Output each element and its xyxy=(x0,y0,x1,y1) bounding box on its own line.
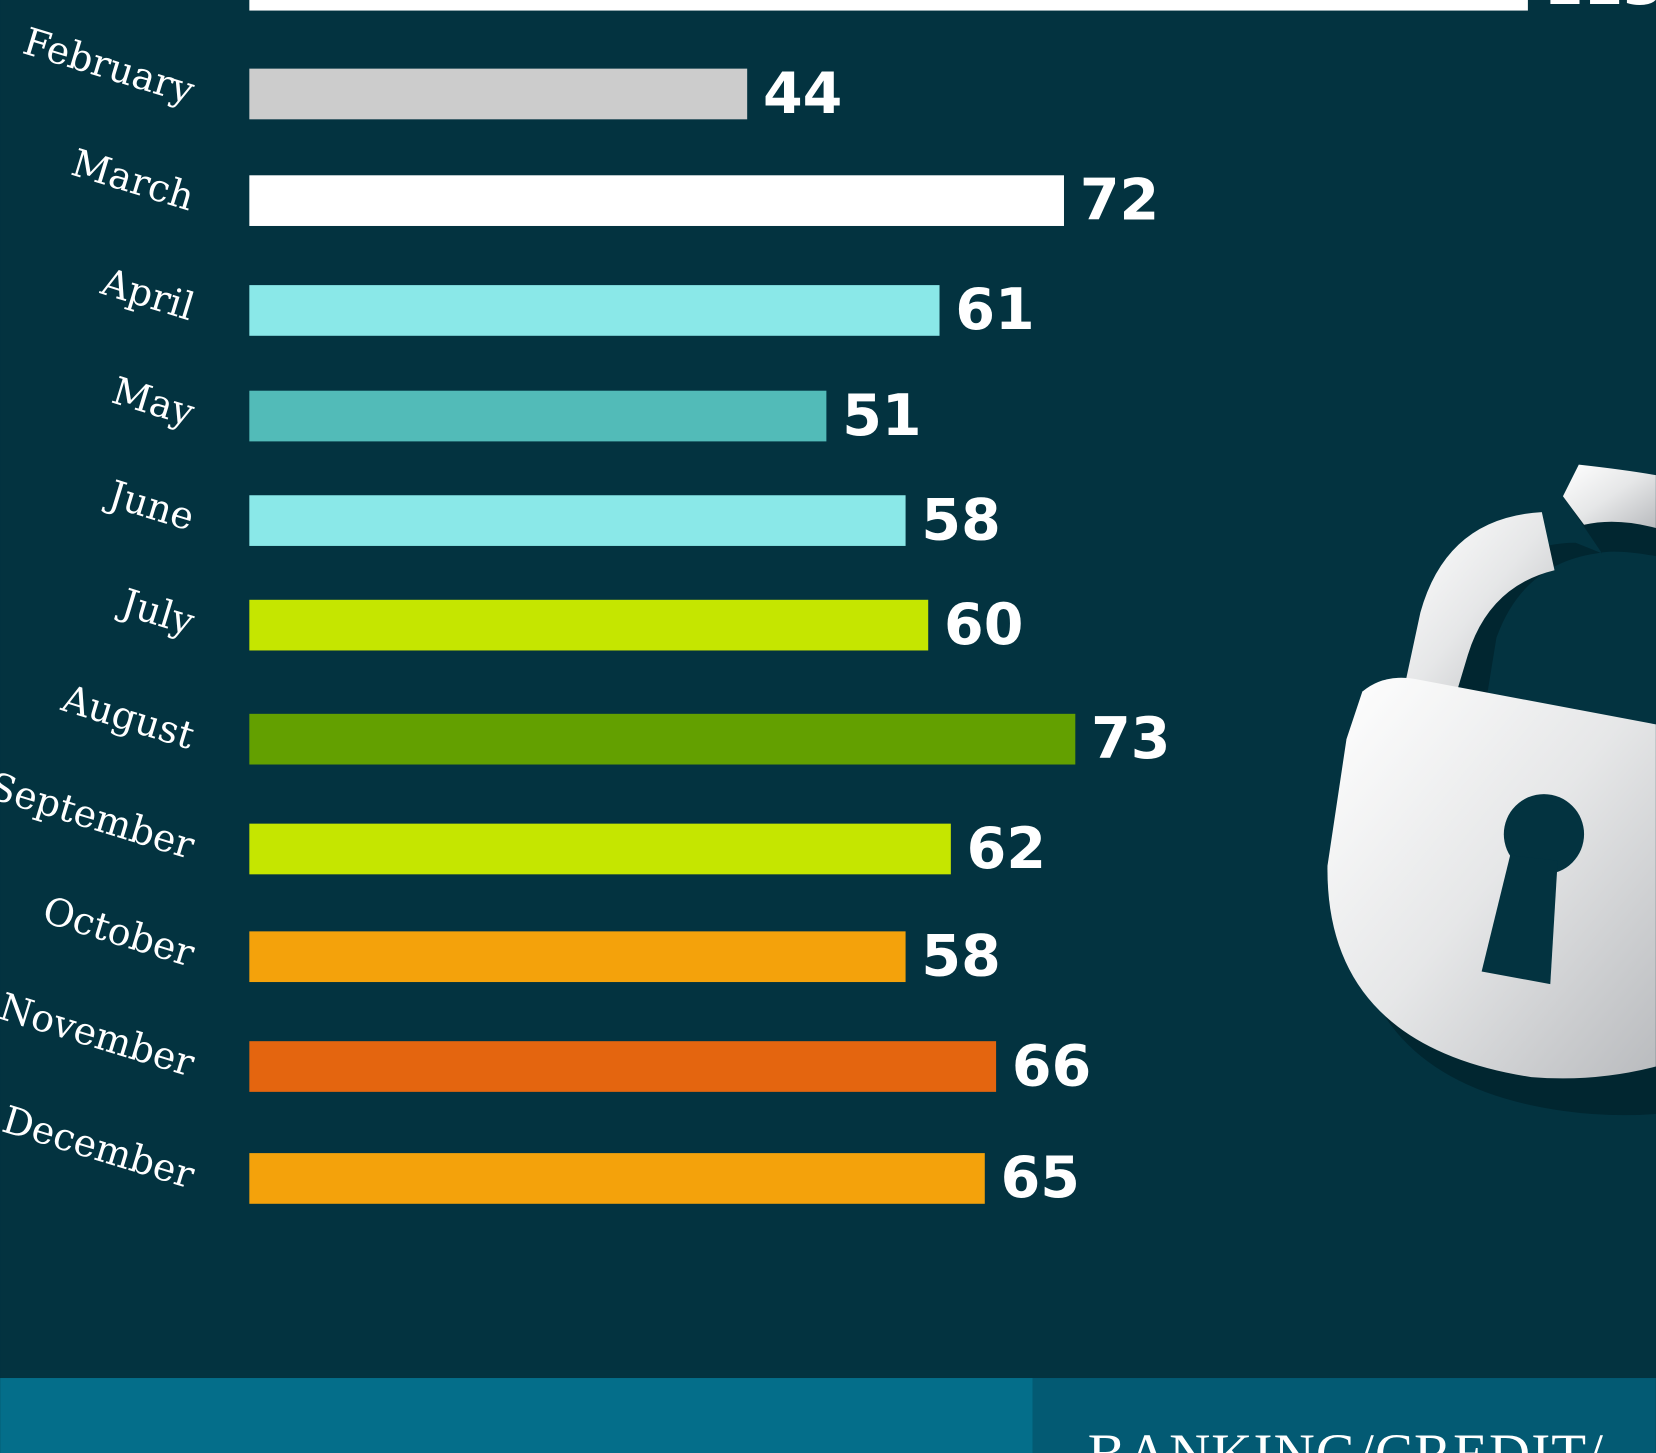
bar xyxy=(249,931,906,983)
lock-icon xyxy=(1327,464,1656,1116)
value-label: 65 xyxy=(1001,1145,1080,1211)
value-label: 113 xyxy=(1544,0,1656,18)
bar xyxy=(249,0,1528,11)
value-label: 72 xyxy=(1080,167,1159,233)
value-label: 58 xyxy=(921,487,1000,553)
footer-text: BANKING/CREDIT/ xyxy=(1088,1423,1604,1453)
value-label: 62 xyxy=(967,816,1046,882)
bar xyxy=(249,713,1076,765)
bar xyxy=(249,495,906,546)
value-label: 60 xyxy=(944,592,1023,658)
footer-band-left xyxy=(0,1378,1033,1453)
bar xyxy=(249,599,929,651)
bar xyxy=(249,823,951,875)
bar xyxy=(249,285,940,336)
bar xyxy=(249,68,748,120)
bar xyxy=(249,1153,985,1204)
value-label: 58 xyxy=(921,923,1000,989)
value-label: 66 xyxy=(1012,1033,1091,1099)
bar xyxy=(249,390,827,442)
bar xyxy=(249,175,1064,226)
footer-band-right xyxy=(1032,1378,1656,1453)
value-label: 44 xyxy=(763,61,842,127)
value-label: 73 xyxy=(1091,706,1170,772)
value-label: 61 xyxy=(955,277,1034,343)
value-label: 51 xyxy=(842,383,921,449)
bar xyxy=(249,1041,997,1092)
